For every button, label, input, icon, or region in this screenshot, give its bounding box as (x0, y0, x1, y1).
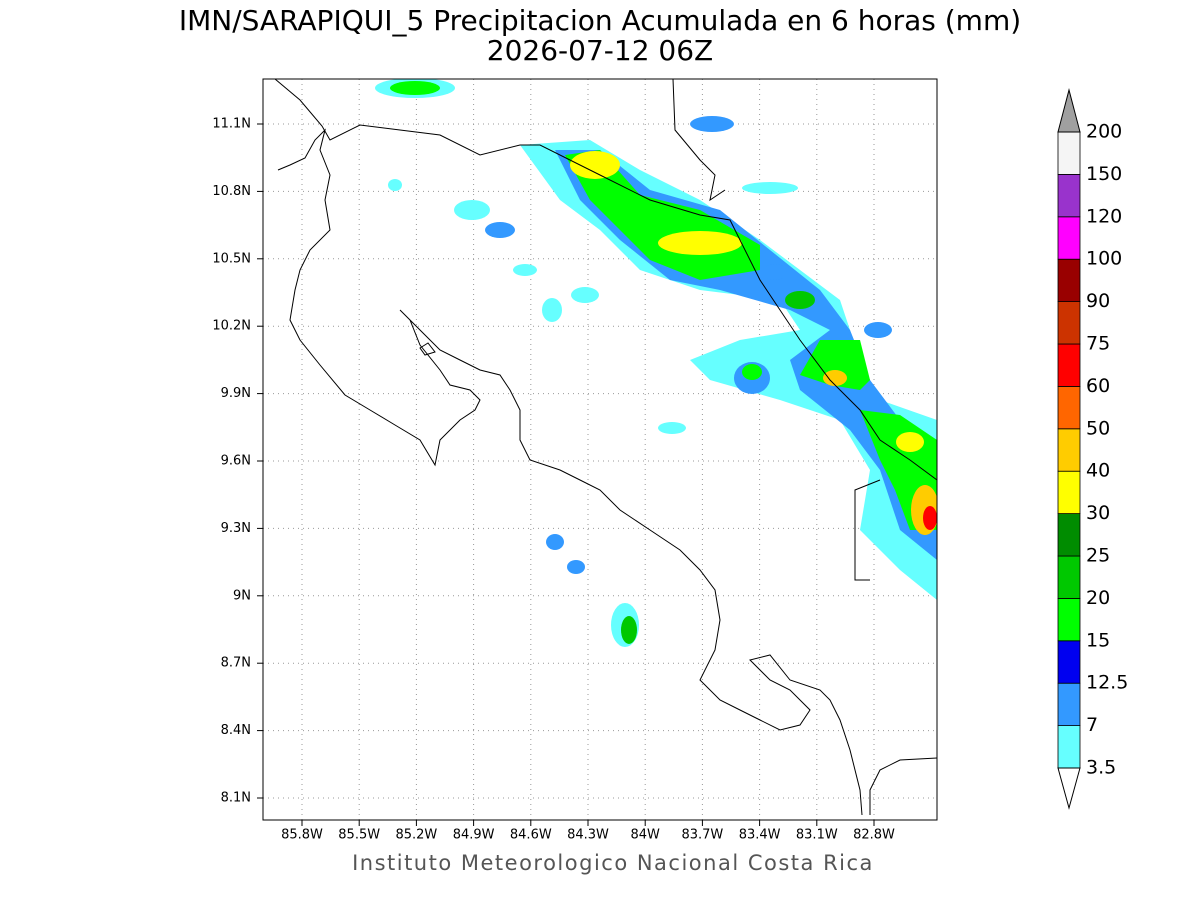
precip-area (520, 140, 937, 600)
axis-ticks: 85.8W 85.5W 85.2W 84.9W 84.6W 84.3W 84W 83.7W 83… (212, 117, 895, 843)
colorbar-segment (1057, 343, 1081, 387)
precip-area (542, 298, 562, 322)
y-tick-label: 8.7N (221, 656, 251, 671)
colorbar-label: 60 (1086, 375, 1110, 397)
precip-area (923, 506, 937, 530)
colorbar-segment (1057, 513, 1081, 557)
precip-area (823, 370, 847, 386)
colorbar-segment (1057, 725, 1081, 769)
colorbar-segment (1057, 598, 1081, 642)
colorbar-label: 40 (1086, 460, 1110, 482)
border (854, 479, 881, 581)
x-tick-label: 82.8W (853, 828, 895, 843)
x-tick-label: 84.3W (567, 828, 609, 843)
colorbar-label: 15 (1086, 629, 1110, 651)
x-tick-label: 85.8W (281, 828, 323, 843)
colorbar-label: 150 (1086, 163, 1122, 185)
colorbar-segment (1057, 428, 1081, 472)
precip-area (896, 432, 924, 452)
precip-area (800, 340, 870, 390)
y-tick-label: 9.9N (221, 386, 251, 401)
x-tick-label: 83.1W (796, 828, 838, 843)
map-frame (262, 78, 938, 821)
colorbar-label: 20 (1086, 587, 1110, 609)
colorbar-segment (1057, 385, 1081, 430)
x-tick-label: 85.5W (338, 828, 380, 843)
coastline (672, 79, 726, 202)
colorbar-label: 120 (1086, 205, 1122, 227)
colorbar-segment (1057, 640, 1081, 684)
x-tick-label: 84.9W (453, 828, 495, 843)
y-tick-label: 10.5N (212, 251, 251, 266)
precip-area (390, 81, 440, 95)
y-tick-label: 9N (233, 588, 251, 603)
colorbar-segment (1057, 173, 1081, 218)
colorbar-segment (1057, 555, 1081, 599)
colorbar-label: 50 (1086, 417, 1110, 439)
colorbar-label: 12.5 (1086, 672, 1128, 694)
x-tick-label: 85.2W (395, 828, 437, 843)
precip-area (658, 422, 686, 434)
island (419, 342, 436, 356)
coastline (274, 79, 937, 481)
y-tick-label: 9.6N (221, 454, 251, 469)
colorbar-label: 25 (1086, 545, 1110, 567)
colorbar-under (1057, 767, 1081, 810)
precip-area (485, 222, 515, 238)
precip-area (690, 116, 734, 132)
precip-area (567, 560, 585, 574)
y-tick-label: 9.3N (221, 521, 251, 536)
x-tick-label: 84W (630, 828, 660, 843)
y-tick-label: 8.1N (221, 791, 251, 806)
title-line: IMN/SARAPIQUI_5 Precipitacion Acumulada … (179, 4, 1021, 37)
colorbar-segment (1057, 131, 1081, 175)
colorbar-label: 30 (1086, 502, 1110, 524)
colorbar-label: 3.5 (1086, 757, 1116, 779)
precip-area (571, 287, 599, 303)
precip-area (742, 182, 798, 194)
colorbar-label: 100 (1086, 248, 1122, 270)
colorbar-segment (1057, 258, 1081, 303)
precip-field (274, 79, 937, 816)
precip-area (763, 264, 787, 280)
precip-area (388, 179, 402, 191)
y-tick-label: 10.2N (212, 319, 251, 334)
x-tick-label: 83.7W (681, 828, 723, 843)
colorbar-segment (1057, 216, 1081, 260)
x-tick-label: 84.6W (510, 828, 552, 843)
colorbar-segment (1057, 301, 1081, 345)
precip-area (742, 364, 762, 380)
precip-area (864, 322, 892, 338)
precip-area (570, 151, 620, 179)
precip-area (621, 616, 637, 644)
title-line: 2026-07-12 06Z (487, 34, 713, 67)
x-tick-label: 83.4W (739, 828, 781, 843)
colorbar-label: 200 (1086, 121, 1122, 143)
y-tick-label: 10.8N (212, 184, 251, 199)
footer: Instituto Meteorologico Nacional Costa R… (352, 851, 874, 875)
colorbar-over (1057, 88, 1081, 133)
precip-area (546, 534, 564, 550)
y-tick-label: 8.4N (221, 723, 251, 738)
colorbar-label: 7 (1086, 714, 1098, 736)
colorbar-segment (1057, 470, 1081, 515)
colorbar: 3.5 7 12.5 15 20 25 30 40 50 60 75 90 100 120 150 200 (1057, 88, 1128, 810)
y-tick-label: 11.1N (212, 117, 251, 132)
colorbar-label: 90 (1086, 290, 1110, 312)
precip-area (658, 231, 742, 255)
precip-area (454, 200, 490, 220)
precip-area (513, 264, 537, 276)
colorbar-label: 75 (1086, 333, 1110, 355)
colorbar-segment (1057, 682, 1081, 727)
coastline (277, 128, 863, 816)
precip-area (785, 291, 815, 309)
coastline (869, 757, 937, 815)
